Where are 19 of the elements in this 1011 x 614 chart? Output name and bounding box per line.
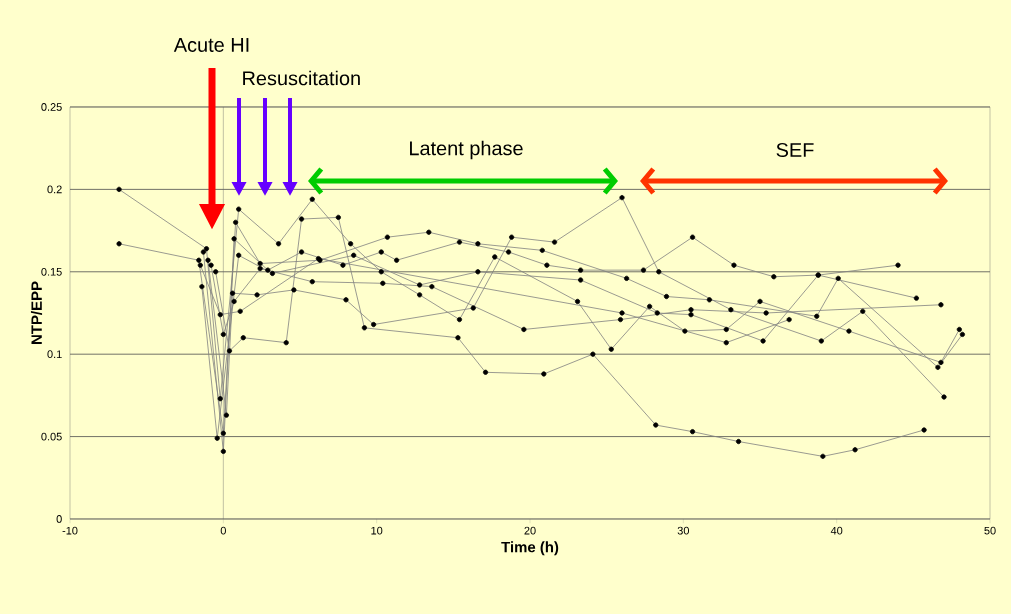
x-tick-label: 20 [524, 526, 536, 535]
x-tick-label: 40 [830, 526, 843, 535]
x-tick-label: -10 [62, 526, 78, 535]
text: Resuscitation [243, 70, 360, 86]
annotation: SEF [776, 142, 814, 158]
y-tick-label: 0.05 [41, 432, 62, 441]
y-tick-label: 0 [56, 515, 62, 523]
text: Acute HI [173, 38, 249, 52]
y-tick-label: 0.25 [41, 103, 62, 111]
y-tick-label: 0.2 [47, 185, 62, 194]
annotation: Latent phase [410, 140, 523, 160]
y-tick-label: 0.15 [41, 267, 62, 276]
x-tick-label: 10 [371, 526, 383, 535]
x-tick-label: 30 [677, 526, 689, 535]
y-axis-title: NTP/EPP [30, 281, 43, 344]
y-tick-label: 0.1 [47, 350, 62, 359]
x-axis-title: Time (h) [501, 541, 559, 556]
x-tick-label: 50 [984, 526, 996, 535]
x-tick-label: 0 [220, 526, 226, 535]
